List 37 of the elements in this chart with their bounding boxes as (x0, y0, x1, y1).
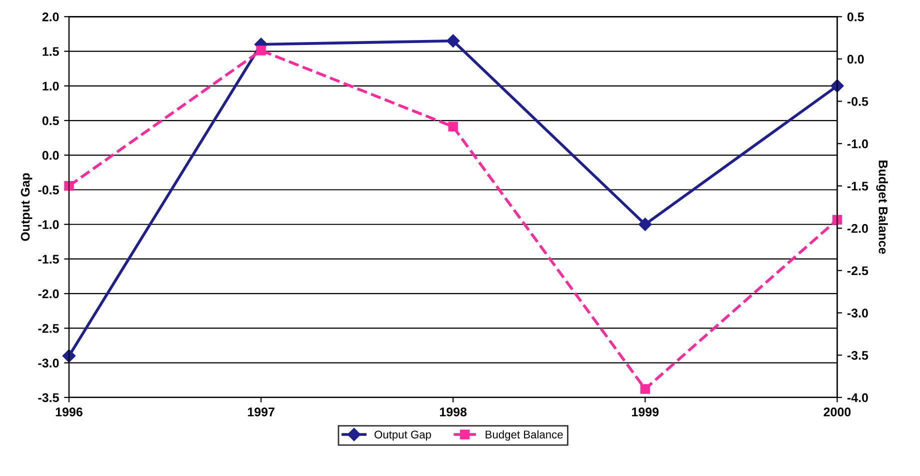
y-axis-title: Output Gap (20, 173, 32, 241)
x-tick-label: 1996 (56, 408, 82, 416)
point (640, 384, 650, 394)
point (64, 181, 74, 191)
y-tick-label: -3.0 (38, 358, 59, 368)
y2-axis-title: Budget Balance (876, 160, 888, 254)
y-tick-label: -1.5 (38, 254, 59, 264)
point (256, 46, 266, 56)
x-tick-label: 1999 (632, 408, 659, 416)
point (446, 34, 460, 48)
y2-tick-label: -3.5 (847, 350, 868, 360)
y2-tick-label: -2.0 (847, 224, 868, 233)
y-tick-label: 1.5 (42, 47, 59, 56)
y-tick-label: -1.0 (38, 220, 59, 230)
x-tick-label: 2000 (824, 408, 851, 416)
y-tick-label: 0.0 (42, 150, 59, 160)
legend-label: Output Gap (374, 430, 432, 441)
y2-tick-label: 0.5 (847, 12, 864, 22)
y2-tick-label: -2.5 (847, 266, 868, 276)
legend-label: Budget Balance (486, 430, 563, 441)
point (448, 122, 458, 132)
x-tick-label: 1998 (440, 408, 467, 416)
x-tick-label: 1997 (248, 408, 274, 416)
y-tick-label: -2.0 (38, 289, 59, 298)
y2-tick-label: -1.5 (847, 182, 868, 191)
y2-tick-label: 0.0 (847, 54, 864, 64)
y-tick-label: 2.0 (42, 12, 59, 22)
y2-tick-label: -3.0 (847, 308, 868, 318)
y-tick-label: 1.0 (42, 82, 59, 91)
y2-tick-label: -1.0 (847, 139, 868, 148)
y-tick-label: -2.5 (38, 324, 59, 333)
y2-tick-label: -4.0 (847, 393, 868, 402)
y2-tick-label: -0.5 (847, 97, 868, 106)
point (638, 218, 652, 231)
y-tick-label: -0.5 (38, 186, 59, 194)
y-tick-label: 0.5 (42, 116, 59, 126)
y-tick-label: -3.5 (38, 393, 59, 402)
